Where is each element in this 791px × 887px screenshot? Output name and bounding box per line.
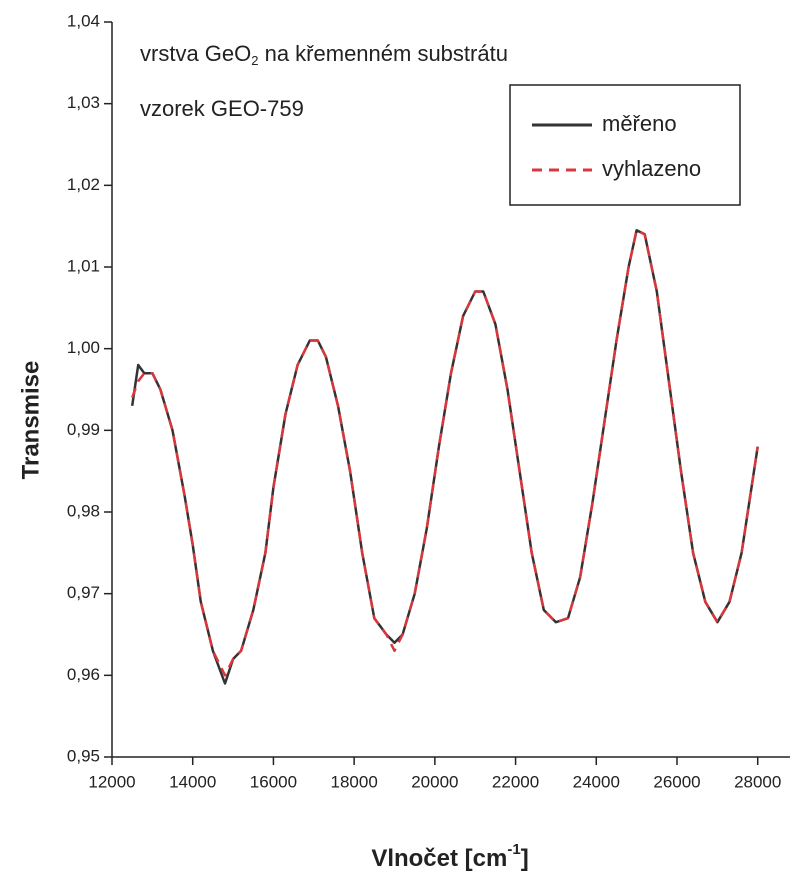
x-tick-label: 22000 <box>492 772 539 791</box>
x-tick-label: 28000 <box>734 772 781 791</box>
x-axis-title-end: ] <box>521 845 529 872</box>
x-tick-label: 12000 <box>88 772 135 791</box>
series-line <box>131 229 759 677</box>
x-axis-title-sup: -1 <box>507 841 520 858</box>
legend-label: vyhlazeno <box>602 156 701 181</box>
annotation-text: vrstva GeO <box>140 41 251 66</box>
y-tick-label: 0,98 <box>67 501 100 520</box>
y-axis-title: Transmise <box>17 361 44 480</box>
x-tick-label: 24000 <box>573 772 620 791</box>
y-tick-label: 0,99 <box>67 420 100 439</box>
x-tick-label: 26000 <box>653 772 700 791</box>
x-tick-label: 16000 <box>250 772 297 791</box>
series-line <box>130 229 759 685</box>
annotation-rest: na křemenném substrátu <box>258 41 507 66</box>
y-tick-label: 0,97 <box>67 583 100 602</box>
y-tick-label: 1,03 <box>67 93 100 112</box>
y-tick-label: 0,95 <box>67 746 100 765</box>
y-tick-label: 1,02 <box>67 175 100 194</box>
annotation: vrstva GeO2 na křemenném substrátu <box>140 41 508 69</box>
y-tick-label: 0,96 <box>67 665 100 684</box>
x-axis-title-text: Vlnočet [cm <box>371 845 507 872</box>
y-tick-label: 1,01 <box>67 256 100 275</box>
x-tick-label: 18000 <box>331 772 378 791</box>
x-tick-label: 14000 <box>169 772 216 791</box>
annotation-sub: 2 <box>251 53 258 68</box>
x-axis-title: Vlnočet [cm-1] <box>371 841 528 872</box>
x-tick-label: 20000 <box>411 772 458 791</box>
annotation: vzorek GEO-759 <box>140 96 304 121</box>
y-tick-label: 1,04 <box>67 11 100 30</box>
y-tick-label: 1,00 <box>67 338 100 357</box>
legend-label: měřeno <box>602 111 677 136</box>
legend-box <box>509 84 741 206</box>
